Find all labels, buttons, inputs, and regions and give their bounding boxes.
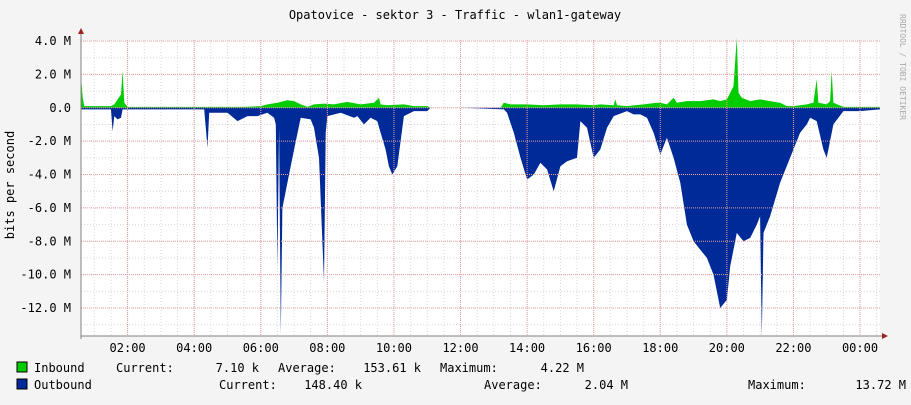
x-tick-label: 20:00 — [709, 341, 745, 355]
x-tick-label: 10:00 — [376, 341, 412, 355]
y-tick-label: 4.0 M — [35, 34, 71, 48]
legend-outbound-average: 2.04 M — [585, 378, 628, 392]
x-tick-label: 12:00 — [442, 341, 478, 355]
x-tick-label: 04:00 — [176, 341, 212, 355]
chart-title: Opatovice - sektor 3 - Traffic - wlan1-g… — [289, 8, 621, 22]
legend-outbound-maximum: 13.72 M — [855, 378, 906, 392]
x-tick-label: 18:00 — [642, 341, 678, 355]
y-axis-arrow — [78, 28, 84, 34]
legend-outbound-current-label: Current: — [219, 378, 277, 392]
y-tick-label: -8.0 M — [28, 234, 71, 248]
legend-outbound-maximum-label: Maximum: — [748, 378, 806, 392]
x-tick-label: 14:00 — [509, 341, 545, 355]
y-tick-label: -4.0 M — [28, 168, 71, 182]
x-tick-label: 00:00 — [842, 341, 878, 355]
watermark: RRDTOOL / TOBI OETIKER — [898, 14, 907, 120]
legend-inbound-average: 153.61 k — [363, 361, 422, 375]
legend-outbound-current: 148.40 k — [304, 378, 363, 392]
legend-inbound-current: 7.10 k — [216, 361, 260, 375]
x-axis-arrow — [882, 333, 888, 339]
plot-area: 4.0 M 2.0 M 0.0 -2.0 M -4.0 M -6.0 M -8.0 M -10… — [20, 28, 888, 355]
x-tick-label: 02:00 — [110, 341, 146, 355]
legend-inbound-swatch — [16, 361, 28, 373]
legend-inbound-average-label: Average: — [278, 361, 336, 375]
legend-inbound-maximum-label: Maximum: — [440, 361, 498, 375]
x-tick-label: 06:00 — [243, 341, 279, 355]
x-tick-label: 08:00 — [309, 341, 345, 355]
y-tick-label: 2.0 M — [35, 67, 71, 81]
y-tick-label: -12.0 M — [20, 301, 71, 315]
x-tick-label: 16:00 — [576, 341, 612, 355]
legend-inbound-name: Inbound — [34, 361, 85, 375]
x-tick-label: 22:00 — [775, 341, 811, 355]
legend-outbound-swatch — [16, 378, 28, 390]
legend-outbound-name: Outbound — [34, 378, 92, 392]
y-axis-label: bits per second — [3, 131, 17, 239]
legend: Inbound Current: 7.10 k Average: 153.61 … — [16, 361, 906, 392]
y-tick-label: -10.0 M — [20, 268, 71, 282]
series-area-outbound — [81, 107, 880, 337]
legend-outbound-average-label: Average: — [484, 378, 542, 392]
legend-inbound-current-label: Current: — [116, 361, 174, 375]
legend-inbound-maximum: 4.22 M — [541, 361, 584, 375]
y-tick-label: -6.0 M — [28, 201, 71, 215]
y-tick-label: -2.0 M — [28, 134, 71, 148]
y-tick-label: 0.0 — [49, 101, 71, 115]
